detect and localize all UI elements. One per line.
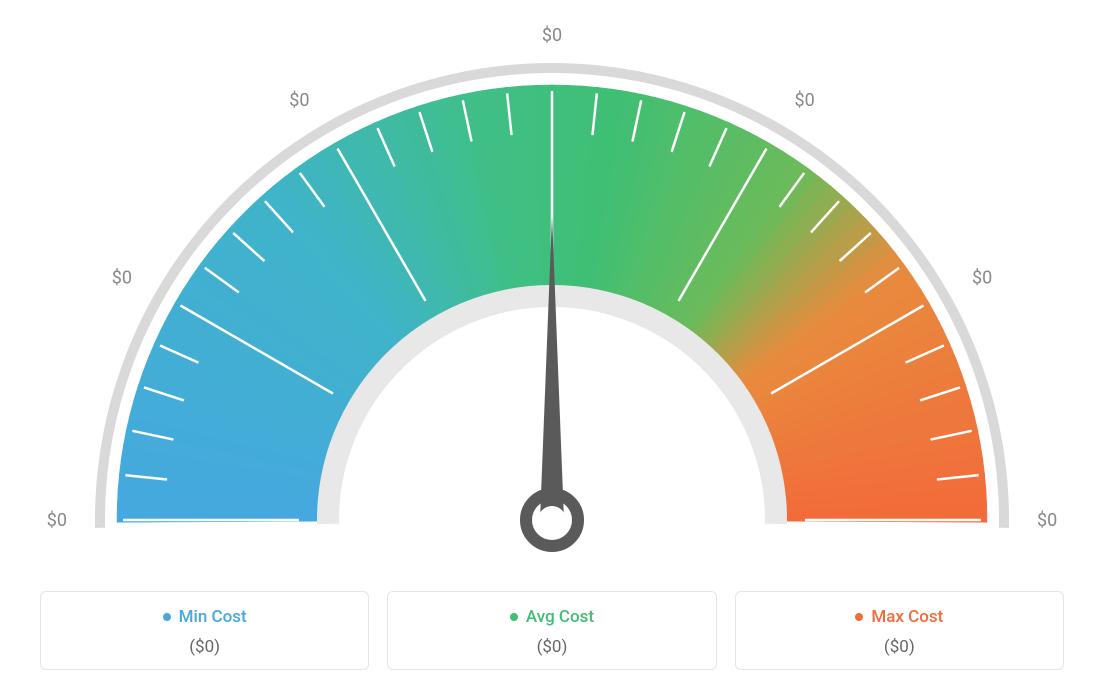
legend-title-max: Max Cost (855, 607, 943, 627)
gauge-tick-label: $0 (47, 510, 67, 531)
legend-value-min: ($0) (51, 637, 358, 657)
legend-dot-avg (510, 613, 518, 621)
legend-row: Min Cost ($0) Avg Cost ($0) Max Cost ($0… (40, 591, 1064, 670)
legend-title-min: Min Cost (163, 607, 247, 627)
gauge-tick-label: $0 (1037, 510, 1057, 531)
legend-card-avg: Avg Cost ($0) (387, 591, 716, 670)
legend-dot-min (163, 613, 171, 621)
gauge-tick-label: $0 (795, 90, 815, 111)
legend-label-min: Min Cost (179, 607, 247, 627)
gauge-tick-label: $0 (112, 268, 132, 289)
legend-card-max: Max Cost ($0) (735, 591, 1064, 670)
legend-label-max: Max Cost (871, 607, 943, 627)
gauge-svg: $0 $0 $0 $0 $0 $0 $0 (27, 10, 1077, 570)
gauge-tick-label: $0 (972, 268, 992, 289)
legend-title-avg: Avg Cost (510, 607, 594, 627)
gauge-tick-label: $0 (542, 25, 562, 46)
legend-card-min: Min Cost ($0) (40, 591, 369, 670)
legend-label-avg: Avg Cost (526, 607, 594, 627)
legend-value-max: ($0) (746, 637, 1053, 657)
gauge-tick-label: $0 (289, 90, 309, 111)
gauge-chart: $0 $0 $0 $0 $0 $0 $0 (27, 10, 1077, 570)
legend-value-avg: ($0) (398, 637, 705, 657)
gauge-needle-hub-inner (538, 506, 566, 534)
legend-dot-max (855, 613, 863, 621)
